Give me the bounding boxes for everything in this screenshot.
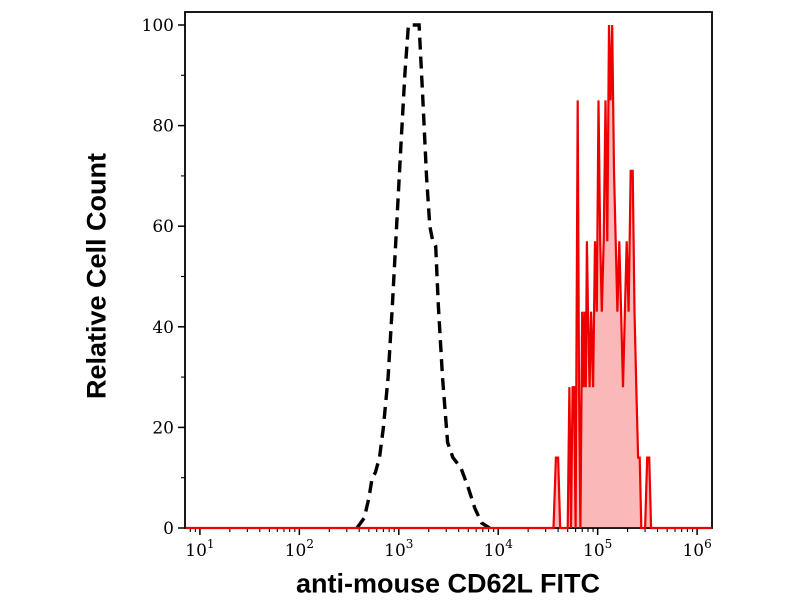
y-tick-label: 80 [152,117,174,137]
y-tick-label: 60 [152,217,174,237]
x-axis-title: anti-mouse CD62L FITC [295,568,601,599]
x-tick-label: 102 [285,537,314,561]
y-axis-title: Relative Cell Count [81,152,112,400]
x-tick-label: 106 [682,537,711,561]
y-tick-label: 40 [152,318,174,338]
x-tick-label: 104 [484,537,514,561]
x-tick-label: 103 [384,537,413,561]
x-tick-label: 105 [583,537,612,561]
y-tick-label: 0 [163,519,174,539]
y-tick-label: 20 [152,418,174,438]
solid_red_filled_histogram-line [185,24,712,530]
dashed_black_control_histogram-line [355,23,491,530]
y-tick-label: 100 [142,16,174,36]
solid_red_filled_histogram-fill [185,25,712,528]
x-tick-label: 101 [185,537,214,561]
